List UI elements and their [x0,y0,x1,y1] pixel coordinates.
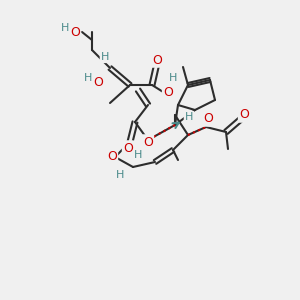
Text: O: O [239,109,249,122]
Text: O: O [93,76,103,88]
Text: O: O [203,112,213,125]
Text: H: H [169,73,177,83]
Text: H: H [185,112,193,122]
Text: O: O [143,136,153,148]
Text: O: O [123,142,133,154]
Text: O: O [107,151,117,164]
Text: O: O [70,26,80,38]
Text: H: H [101,52,109,62]
Text: H: H [61,23,69,33]
Text: H: H [84,73,92,83]
Text: H: H [134,150,142,160]
Text: H: H [116,170,124,180]
Text: O: O [163,86,173,100]
Text: O: O [152,53,162,67]
